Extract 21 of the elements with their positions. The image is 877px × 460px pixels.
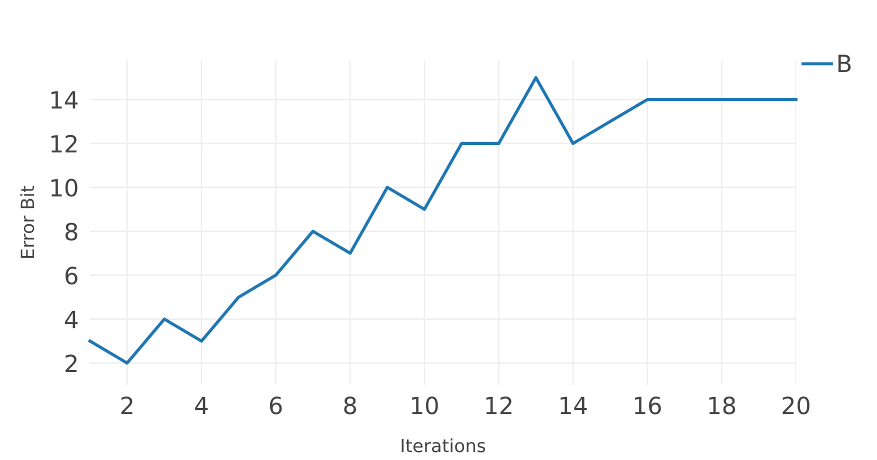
y-tick-label: 6 bbox=[66, 266, 78, 285]
y-axis-title: Error Bit bbox=[20, 186, 34, 258]
y-tick-label: 10 bbox=[51, 178, 78, 197]
x-axis-title: Iterations bbox=[402, 438, 486, 452]
x-tick-label: 10 bbox=[412, 396, 438, 414]
x-tick-label: 8 bbox=[344, 396, 356, 414]
x-tick-label: 2 bbox=[121, 396, 132, 414]
line-series bbox=[88, 76, 798, 365]
y-tick-label: 2 bbox=[66, 354, 77, 372]
x-tick-label: 16 bbox=[634, 396, 661, 414]
x-tick-label: 18 bbox=[709, 396, 736, 414]
x-tick-label: 14 bbox=[560, 396, 587, 414]
x-tick-label: 6 bbox=[270, 396, 282, 414]
x-tick-label: 12 bbox=[486, 396, 512, 414]
y-tick-label: 4 bbox=[65, 310, 78, 328]
y-tick-label: 12 bbox=[51, 134, 77, 152]
y-tick-label: 8 bbox=[65, 222, 78, 241]
legend-label: B bbox=[838, 54, 851, 72]
x-tick-label: 4 bbox=[195, 396, 208, 414]
y-tick-label: 14 bbox=[51, 91, 78, 108]
x-tick-label: 20 bbox=[782, 396, 810, 414]
